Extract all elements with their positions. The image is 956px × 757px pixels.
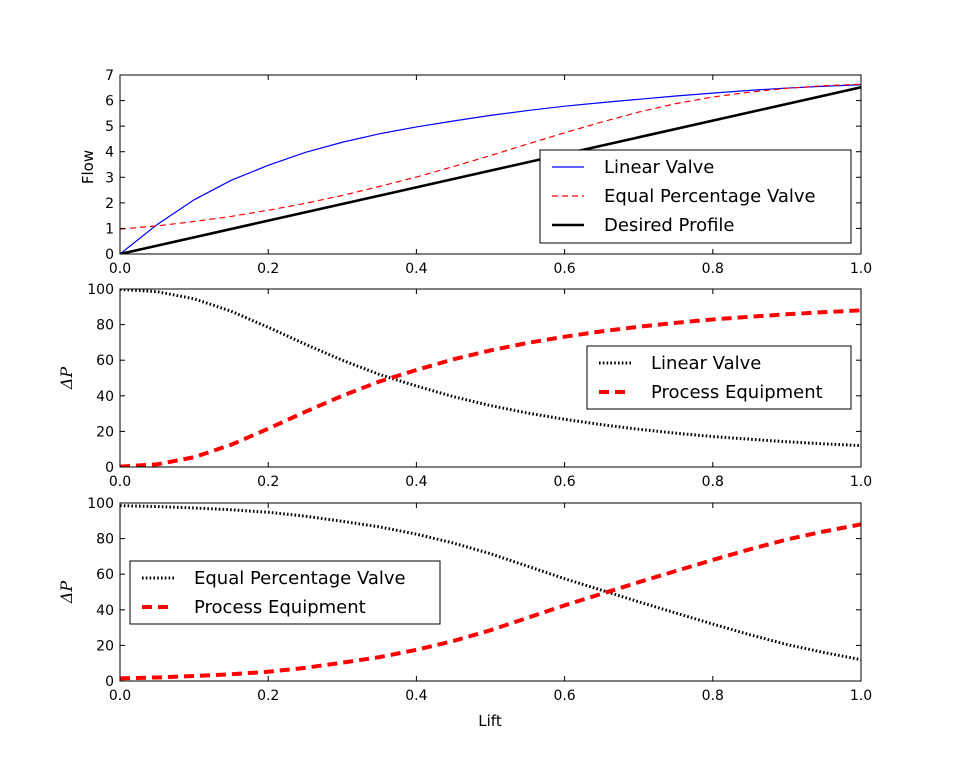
lift-x-axis-label: Lift bbox=[478, 712, 502, 730]
x-tick-label: 0.6 bbox=[553, 261, 575, 277]
y-tick-label: 100 bbox=[87, 282, 114, 298]
plot-frame bbox=[119, 502, 862, 682]
legend-label-linear-valve: Linear Valve bbox=[651, 353, 761, 374]
x-tick-label: 0.4 bbox=[405, 474, 427, 490]
legend-label-process-equipment: Process Equipment bbox=[651, 382, 823, 403]
y-tick-label: 6 bbox=[105, 94, 114, 110]
y-tick-label: 60 bbox=[96, 353, 114, 369]
legend-box bbox=[586, 345, 852, 410]
x-tick-label: 0.4 bbox=[405, 261, 427, 277]
y-tick-label: 4 bbox=[105, 145, 114, 161]
y-tick-label: 40 bbox=[96, 603, 114, 619]
y-tick-label: 80 bbox=[96, 532, 114, 548]
equal-pct-dp-ticks: 0.0 0.2 0.4 0.6 0.8 1.0 0 20 40 60 80 100 bbox=[87, 496, 872, 704]
x-tick-label: 1.0 bbox=[850, 474, 872, 490]
y-tick-label: 5 bbox=[105, 119, 114, 135]
flow-y-axis-label: Flow bbox=[79, 150, 97, 184]
y-tick-label: 20 bbox=[96, 638, 114, 654]
y-tick-label: 100 bbox=[87, 496, 114, 512]
y-tick-label: 40 bbox=[96, 389, 114, 405]
equal-pct-dp-legend: Equal Percentage Valve Process Equipment bbox=[129, 560, 441, 625]
legend-box bbox=[129, 560, 441, 625]
series-line-equal-percentage-valve bbox=[120, 83, 861, 230]
x-tick-label: 0.0 bbox=[109, 474, 131, 490]
series-line-linear-valve bbox=[120, 84, 861, 254]
y-tick-label: 80 bbox=[96, 318, 114, 334]
legend-label-equal-percentage-valve: Equal Percentage Valve bbox=[194, 568, 406, 589]
linear-dp-legend: Linear Valve Process Equipment bbox=[586, 345, 852, 410]
x-tick-label: 0.4 bbox=[405, 688, 427, 704]
y-tick-label: 1 bbox=[105, 221, 114, 237]
x-tick-label: 0.2 bbox=[257, 688, 279, 704]
y-tick-label: 0 bbox=[105, 674, 114, 690]
flow-ticks: 0.0 0.2 0.4 0.6 0.8 1.0 0 1 2 3 4 5 6 7 bbox=[105, 68, 872, 277]
series-line-desired-profile bbox=[120, 86, 861, 254]
x-tick-label: 0.0 bbox=[109, 688, 131, 704]
linear-dp-ticks: 0.0 0.2 0.4 0.6 0.8 1.0 0 20 40 60 80 100 bbox=[87, 282, 872, 490]
legend-label-process-equipment: Process Equipment bbox=[194, 597, 366, 618]
equal-pct-dp-y-axis-label: ΔP bbox=[57, 581, 76, 605]
x-tick-label: 0.0 bbox=[109, 261, 131, 277]
flow-chart-panel: 0.0 0.2 0.4 0.6 0.8 1.0 0 1 2 3 4 5 6 7 Flow Linear V… bbox=[79, 68, 872, 277]
linear-dp-y-axis-label: ΔP bbox=[57, 367, 76, 391]
y-tick-label: 60 bbox=[96, 567, 114, 583]
y-tick-label: 7 bbox=[105, 68, 114, 84]
series-line-process-equipment bbox=[120, 308, 861, 467]
x-tick-label: 0.2 bbox=[257, 261, 279, 277]
x-tick-label: 0.8 bbox=[702, 688, 724, 704]
x-tick-label: 1.0 bbox=[850, 261, 872, 277]
plot-frame bbox=[119, 74, 862, 255]
x-tick-label: 0.6 bbox=[553, 688, 575, 704]
x-tick-label: 1.0 bbox=[850, 688, 872, 704]
legend-label-desired-profile: Desired Profile bbox=[604, 215, 735, 236]
y-tick-label: 3 bbox=[105, 170, 114, 186]
flow-legend: Linear Valve Equal Percentage Valve Desire… bbox=[539, 149, 852, 244]
plot-frame bbox=[119, 288, 862, 468]
linear-dp-series-layer bbox=[120, 289, 861, 467]
y-tick-label: 20 bbox=[96, 424, 114, 440]
x-tick-label: 0.6 bbox=[553, 474, 575, 490]
y-tick-label: 2 bbox=[105, 196, 114, 212]
legend-box bbox=[539, 149, 852, 244]
legend-label-equal-percentage-valve: Equal Percentage Valve bbox=[604, 186, 816, 207]
y-tick-label: 0 bbox=[105, 460, 114, 476]
linear-valve-dp-panel: 0.0 0.2 0.4 0.6 0.8 1.0 0 20 40 60 80 100 ΔP Linear… bbox=[57, 282, 872, 490]
series-line-linear-valve bbox=[120, 289, 861, 448]
y-tick-label: 0 bbox=[105, 247, 114, 263]
series-line-process-equipment bbox=[120, 522, 861, 681]
legend-label-linear-valve: Linear Valve bbox=[604, 157, 714, 178]
x-tick-label: 0.2 bbox=[257, 474, 279, 490]
equal-pct-dp-series-layer bbox=[120, 504, 861, 681]
flow-series-layer bbox=[120, 83, 861, 254]
equal-pct-dp-panel: 0.0 0.2 0.4 0.6 0.8 1.0 0 20 40 60 80 100 ΔP Lift E… bbox=[57, 496, 872, 730]
x-tick-label: 0.8 bbox=[702, 261, 724, 277]
x-tick-label: 0.8 bbox=[702, 474, 724, 490]
